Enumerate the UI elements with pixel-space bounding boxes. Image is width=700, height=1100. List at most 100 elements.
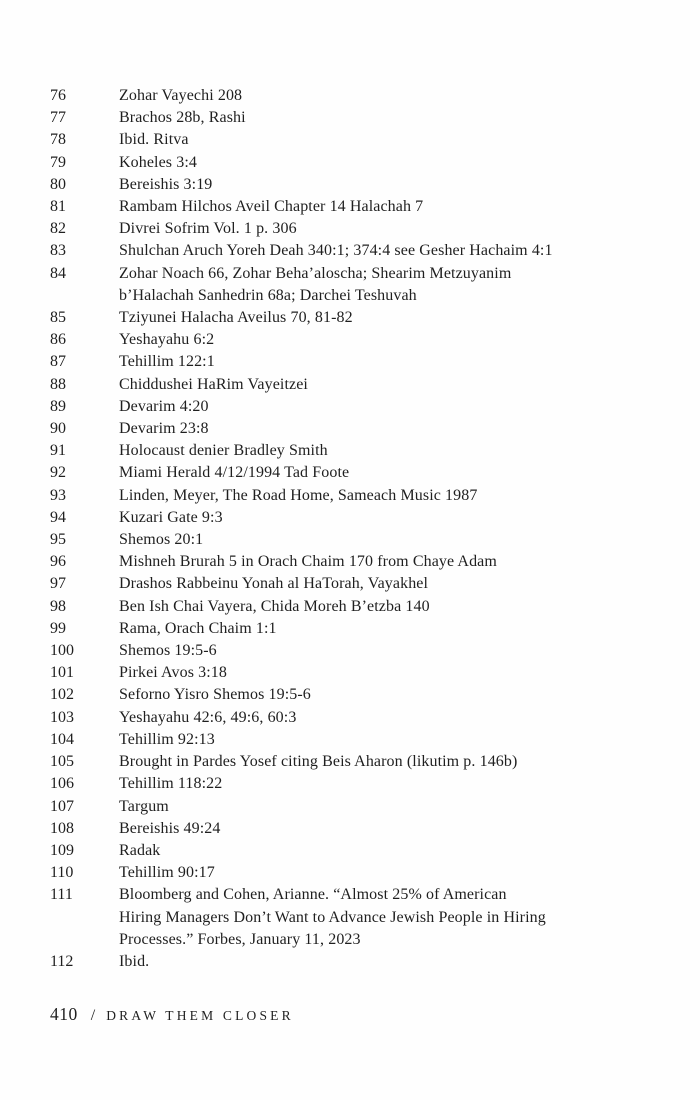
endnote-number: 77 — [50, 109, 66, 127]
endnote-number: 81 — [50, 198, 66, 216]
endnote-entry: 109 Radak — [50, 840, 650, 862]
endnote-entry: 96 Mishneh Brurah 5 in Orach Chaim 170 f… — [50, 551, 650, 573]
endnote-entry: 97 Drashos Rabbeinu Yonah al HaTorah, Va… — [50, 573, 650, 595]
endnote-entry: 78 Ibid. Ritva — [50, 129, 650, 151]
endnote-number: 99 — [50, 619, 66, 637]
endnote-number: 109 — [50, 841, 74, 859]
endnote-number: 91 — [50, 442, 66, 460]
endnote-text: Yeshayahu 42:6, 49:6, 60:3 — [119, 708, 297, 726]
endnote-entry: 103 Yeshayahu 42:6, 49:6, 60:3 — [50, 707, 650, 729]
endnote-entry: 108 Bereishis 49:24 — [50, 818, 650, 840]
endnote-entry: 93 Linden, Meyer, The Road Home, Sameach… — [50, 485, 650, 507]
endnote-list: 76 Zohar Vayechi 208 77 Brachos 28b, Ras… — [50, 85, 650, 973]
endnote-entry: 86 Yeshayahu 6:2 — [50, 329, 650, 351]
endnote-entry: 98 Ben Ish Chai Vayera, Chida Moreh B’et… — [50, 596, 650, 618]
endnote-number: 93 — [50, 486, 66, 504]
endnote-entry: 110 Tehillim 90:17 — [50, 862, 650, 884]
endnote-text: Tehillim 92:13 — [119, 730, 215, 748]
endnote-text: Ibid. Ritva — [119, 131, 189, 149]
endnote-number: 95 — [50, 531, 66, 549]
endnote-number: 98 — [50, 597, 66, 615]
endnote-number: 86 — [50, 331, 66, 349]
endnote-number: 103 — [50, 708, 74, 726]
endnote-text: Tehillim 118:22 — [119, 775, 223, 793]
endnote-number: 89 — [50, 397, 66, 415]
endnote-number: 87 — [50, 353, 66, 371]
endnote-text: Ben Ish Chai Vayera, Chida Moreh B’etzba… — [119, 597, 430, 615]
endnote-text: Linden, Meyer, The Road Home, Sameach Mu… — [119, 486, 478, 504]
endnote-text: Tziyunei Halacha Aveilus 70, 81-82 — [119, 309, 353, 327]
endnote-text: Drashos Rabbeinu Yonah al HaTorah, Vayak… — [119, 575, 429, 593]
endnote-text: Rambam Hilchos Aveil Chapter 14 Halachah… — [119, 198, 424, 216]
endnote-entry: 101 Pirkei Avos 3:18 — [50, 662, 650, 684]
endnote-text: Tehillim 122:1 — [119, 353, 215, 371]
endnote-number: 92 — [50, 464, 66, 482]
endnote-text: Divrei Sofrim Vol. 1 p. 306 — [119, 220, 297, 238]
endnote-entry: 107 Targum — [50, 796, 650, 818]
endnote-number: 96 — [50, 553, 66, 571]
endnote-text: Devarim 4:20 — [119, 397, 209, 415]
endnote-number: 79 — [50, 153, 66, 171]
endnote-number: 111 — [50, 886, 73, 904]
endnote-number: 83 — [50, 242, 66, 260]
endnote-text: Pirkei Avos 3:18 — [119, 664, 227, 682]
endnote-entry: 112 Ibid. — [50, 951, 650, 973]
endnote-entry: 88 Chiddushei HaRim Vayeitzei — [50, 374, 650, 396]
endnote-text: Shemos 20:1 — [119, 531, 204, 549]
endnote-text: Holocaust denier Bradley Smith — [119, 442, 328, 460]
endnote-text: Zohar Noach 66, Zohar Beha’aloscha; Shea… — [119, 264, 512, 304]
endnote-number: 104 — [50, 730, 74, 748]
endnote-number: 108 — [50, 819, 74, 837]
endnote-entry: 81 Rambam Hilchos Aveil Chapter 14 Halac… — [50, 196, 650, 218]
endnote-number: 78 — [50, 131, 66, 149]
endnote-number: 94 — [50, 508, 66, 526]
endnote-text: Shulchan Aruch Yoreh Deah 340:1; 374:4 s… — [119, 242, 553, 260]
endnote-text: Chiddushei HaRim Vayeitzei — [119, 375, 308, 393]
endnote-entry: 82 Divrei Sofrim Vol. 1 p. 306 — [50, 218, 650, 240]
endnote-text: Bloomberg and Cohen, Arianne. “Almost 25… — [119, 886, 546, 948]
endnote-number: 76 — [50, 87, 66, 104]
endnote-entry: 83 Shulchan Aruch Yoreh Deah 340:1; 374:… — [50, 240, 650, 262]
endnote-entry: 80 Bereishis 3:19 — [50, 174, 650, 196]
endnote-text: Bereishis 49:24 — [119, 819, 221, 837]
endnote-text: Miami Herald 4/12/1994 Tad Foote — [119, 464, 350, 482]
endnote-number: 107 — [50, 797, 74, 815]
endnote-entry: 91 Holocaust denier Bradley Smith — [50, 440, 650, 462]
endnote-entry: 100 Shemos 19:5-6 — [50, 640, 650, 662]
endnote-entry: 76 Zohar Vayechi 208 — [50, 85, 650, 107]
endnote-entry: 111 Bloomberg and Cohen, Arianne. “Almos… — [50, 884, 650, 951]
endnote-text: Brachos 28b, Rashi — [119, 109, 246, 127]
endnote-text: Radak — [119, 841, 161, 859]
endnote-number: 97 — [50, 575, 66, 593]
endnote-number: 90 — [50, 420, 66, 438]
endnote-text: Rama, Orach Chaim 1:1 — [119, 619, 277, 637]
footer-separator: / — [90, 1007, 96, 1024]
endnote-text: Koheles 3:4 — [119, 153, 197, 171]
endnote-entry: 87 Tehillim 122:1 — [50, 351, 650, 373]
endnote-entry: 77 Brachos 28b, Rashi — [50, 107, 650, 129]
endnote-number: 84 — [50, 264, 66, 282]
endnote-entry: 92 Miami Herald 4/12/1994 Tad Foote — [50, 462, 650, 484]
endnote-entry: 104 Tehillim 92:13 — [50, 729, 650, 751]
endnote-entry: 99 Rama, Orach Chaim 1:1 — [50, 618, 650, 640]
endnote-number: 100 — [50, 642, 74, 660]
endnote-text: Zohar Vayechi 208 — [119, 87, 243, 104]
endnote-number: 88 — [50, 375, 66, 393]
endnote-entry: 84 Zohar Noach 66, Zohar Beha’aloscha; S… — [50, 263, 650, 307]
endnote-number: 102 — [50, 686, 74, 704]
endnote-entry: 94 Kuzari Gate 9:3 — [50, 507, 650, 529]
endnote-text: Bereishis 3:19 — [119, 175, 213, 193]
endnote-text: Targum — [119, 797, 169, 815]
endnote-entry: 105 Brought in Pardes Yosef citing Beis … — [50, 751, 650, 773]
endnote-number: 105 — [50, 753, 74, 771]
endnote-text: Yeshayahu 6:2 — [119, 331, 215, 349]
endnote-number: 82 — [50, 220, 66, 238]
endnote-number: 110 — [50, 864, 74, 882]
endnote-entry: 102 Seforno Yisro Shemos 19:5-6 — [50, 684, 650, 706]
endnote-entry: 106 Tehillim 118:22 — [50, 773, 650, 795]
book-title: DRAW THEM CLOSER — [106, 1008, 294, 1023]
endnote-entry: 79 Koheles 3:4 — [50, 152, 650, 174]
endnote-entry: 95 Shemos 20:1 — [50, 529, 650, 551]
page-footer: 410 / DRAW THEM CLOSER — [50, 1004, 294, 1025]
